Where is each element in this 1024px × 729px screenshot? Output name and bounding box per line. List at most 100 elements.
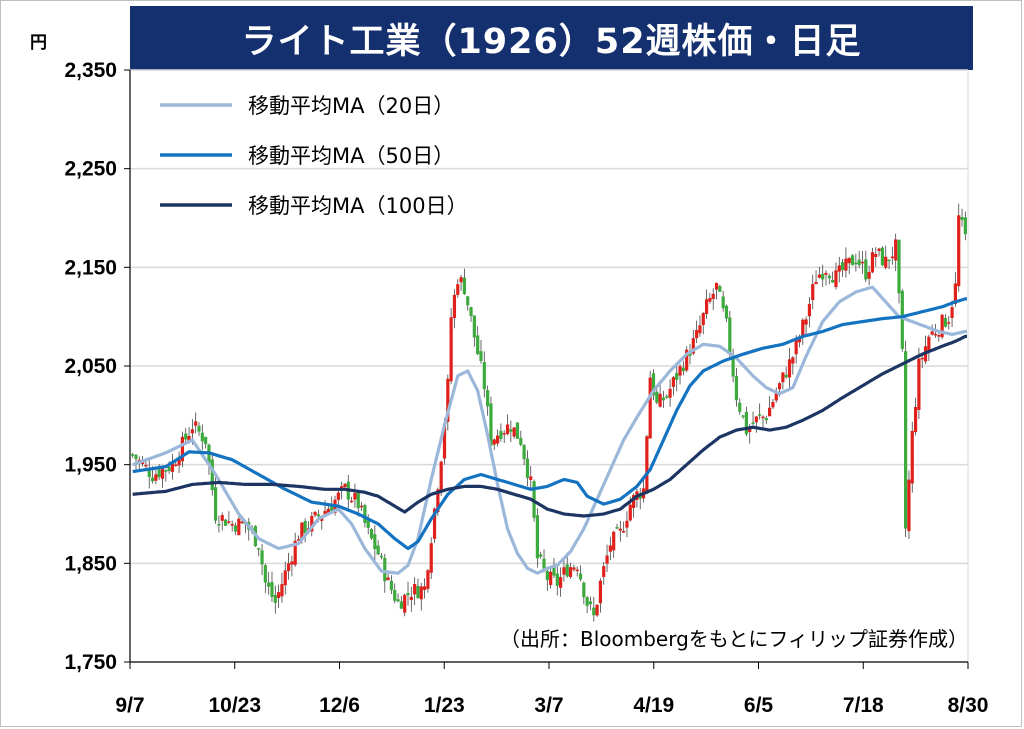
candle-down [204,436,208,445]
candle-up [190,429,194,434]
candle-down [200,432,204,442]
candle-down [515,422,520,439]
candle-down [784,374,788,378]
y-tick-label: 2,250 [64,158,117,181]
candle-down [764,418,768,421]
candle-up [280,584,284,597]
candle-down [131,454,135,456]
candle-up [340,486,344,489]
candle-up [419,586,423,600]
candle-down [213,487,218,521]
candle-up [502,433,506,435]
candle-up [559,577,563,588]
candle-up [628,504,632,521]
candle-up [290,561,294,565]
candle-up [685,349,689,371]
ma100-line [132,334,967,518]
candle-up [777,383,782,390]
candle-down [396,599,400,602]
candle-down [330,506,334,511]
candle-up [449,317,453,382]
candle-down [854,262,858,265]
candle-down [416,585,420,599]
legend-label: 移動平均MA（100日） [248,194,468,218]
candle-down [655,391,659,403]
y-tick-label: 1,850 [64,552,117,575]
y-tick-label: 2,350 [64,59,117,82]
candle-up [296,539,301,541]
candle-down [379,555,384,558]
candle-up [323,510,327,516]
x-tick-label: 3/7 [534,694,563,717]
candle-down [665,396,669,398]
ma20-line [132,285,967,575]
candle-up [884,256,888,268]
candle-up [598,580,603,604]
candlesticks [131,203,967,622]
candle-down [758,414,762,416]
candle-up [940,314,944,338]
candle-down [489,403,493,446]
candle-up [575,569,579,572]
candle-down [821,273,825,280]
candle-up [144,464,148,467]
candle-down [184,433,188,440]
x-tick-label: 10/23 [208,694,261,717]
candle-up [890,256,894,259]
candle-down [545,570,549,581]
candle-up [781,372,785,383]
candle-up [768,407,772,417]
candle-up [894,239,898,261]
candle-up [409,596,413,601]
candle-up [220,515,224,521]
candle-up [920,357,924,360]
candle-up [708,298,712,302]
candle-up [817,274,821,278]
candle-down [525,458,530,478]
candle-up [645,436,649,493]
candle-up [313,511,317,516]
candle-up [141,461,145,464]
candle-up [811,284,815,301]
candle-up [701,313,705,325]
candle-up [562,567,566,575]
candle-down [651,373,656,396]
y-tick-label: 2,150 [64,256,117,279]
candle-down [217,524,221,526]
candle-up [794,339,798,355]
candle-up [572,567,576,570]
candle-up [350,500,354,503]
candle-up [170,462,175,472]
candle-up [704,299,709,314]
candle-up [877,248,881,252]
candle-down [592,607,596,616]
source-note: （出所：Bloombergをもとにフィリップ証券作成） [500,627,968,651]
x-tick-label: 1/23 [424,694,465,717]
candle-down [831,279,835,283]
x-tick-label: 8/30 [948,694,989,717]
legend: 移動平均MA（20日） 移動平均MA（50日） 移動平均MA（100日） [160,94,468,218]
candle-down [167,466,171,471]
ma50-line [132,297,967,551]
candle-down [681,367,685,372]
candle-up [748,427,752,432]
candle-up [631,495,636,508]
candle-down [675,372,679,380]
candle-up [937,335,941,337]
candle-down [827,275,831,279]
candle-up [847,257,851,264]
candle-up [452,294,457,318]
candle-down [406,593,410,596]
candle-up [950,307,954,318]
candle-up [622,531,626,533]
candle-up [612,531,616,551]
legend-label: 移動平均MA（50日） [248,144,454,168]
candle-up [953,283,957,304]
candle-up [283,570,287,586]
candle-down [552,567,556,576]
candle-up [957,215,961,287]
x-tick-label: 7/18 [843,694,884,717]
candle-up [277,592,281,599]
candle-up [442,423,447,459]
candle-up [618,528,622,531]
